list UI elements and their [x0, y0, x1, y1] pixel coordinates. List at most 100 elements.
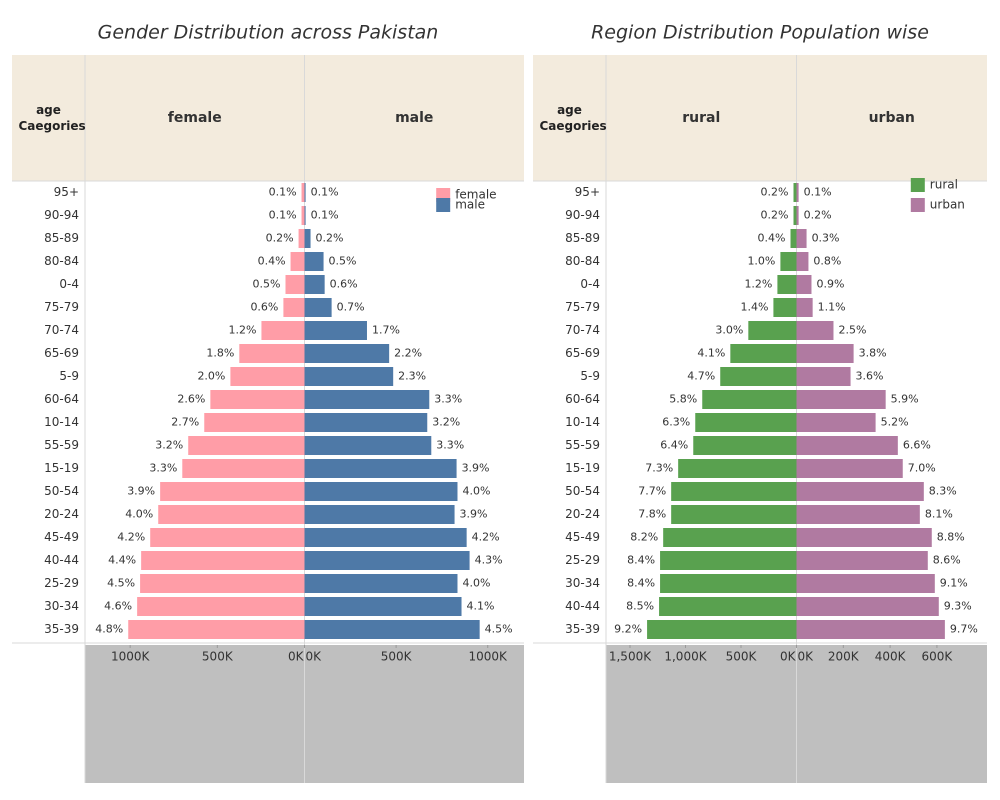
bar	[647, 620, 797, 639]
category-label: 20-24	[565, 507, 600, 521]
share-label: 1.0%	[747, 255, 775, 268]
share-label: 0.2%	[266, 232, 294, 245]
bar	[796, 551, 928, 570]
bar	[796, 436, 898, 455]
share-label: 6.6%	[903, 439, 931, 452]
bar	[796, 321, 834, 340]
bar	[304, 620, 480, 639]
share-label: 9.3%	[944, 600, 972, 613]
share-label: 8.6%	[933, 554, 961, 567]
category-label: 35-39	[44, 622, 79, 636]
share-label: 0.6%	[250, 301, 278, 314]
bar	[659, 597, 797, 616]
category-label: 5-9	[580, 369, 600, 383]
share-label: 1.2%	[228, 324, 256, 337]
share-label: 9.1%	[940, 577, 968, 590]
share-label: 2.0%	[197, 370, 225, 383]
bar	[796, 298, 813, 317]
share-label: 0.2%	[761, 186, 789, 199]
share-label: 4.3%	[475, 554, 503, 567]
x-tick-label: 200K	[828, 650, 860, 664]
bar	[301, 183, 305, 202]
category-label: 40-44	[44, 553, 79, 567]
share-label: 5.8%	[669, 393, 697, 406]
category-label: 75-79	[44, 300, 79, 314]
category-label: 0-4	[580, 277, 600, 291]
share-label: 7.3%	[645, 462, 673, 475]
category-label: 95+	[575, 185, 600, 199]
bar	[285, 275, 305, 294]
share-label: 0.4%	[258, 255, 286, 268]
bar	[290, 252, 305, 271]
share-label: 8.5%	[626, 600, 654, 613]
x-tick-label: 500K	[202, 650, 234, 664]
bar	[796, 459, 903, 478]
share-label: 8.4%	[627, 577, 655, 590]
bar	[796, 597, 939, 616]
legend-label: female	[455, 188, 496, 202]
category-label: 30-34	[565, 576, 600, 590]
bar	[304, 574, 458, 593]
share-label: 1.8%	[206, 347, 234, 360]
category-label: 95+	[54, 185, 79, 199]
share-label: 4.0%	[462, 485, 490, 498]
bar	[160, 482, 305, 501]
category-header: age Caegories	[18, 103, 86, 133]
category-label: 85-89	[44, 231, 79, 245]
category-label: 15-19	[565, 461, 600, 475]
share-label: 3.2%	[155, 439, 183, 452]
bar	[730, 344, 797, 363]
category-label: 15-19	[44, 461, 79, 475]
x-tick-label: 600K	[922, 650, 954, 664]
bar	[660, 574, 797, 593]
bar	[158, 505, 305, 524]
header-band	[12, 55, 524, 181]
share-label: 0.5%	[253, 278, 281, 291]
category-label: 90-94	[44, 208, 79, 222]
share-label: 4.8%	[95, 623, 123, 636]
bar	[304, 298, 332, 317]
category-label: 25-29	[565, 553, 600, 567]
share-label: 2.7%	[171, 416, 199, 429]
pane-header: rural	[682, 110, 720, 126]
category-label: 5-9	[59, 369, 79, 383]
bar	[304, 528, 467, 547]
bar	[796, 344, 854, 363]
category-label: 50-54	[565, 484, 600, 498]
share-label: 5.9%	[891, 393, 919, 406]
share-label: 0.7%	[337, 301, 365, 314]
bar	[140, 574, 305, 593]
share-label: 4.1%	[467, 600, 495, 613]
share-label: 5.2%	[881, 416, 909, 429]
share-label: 7.7%	[638, 485, 666, 498]
bar	[720, 367, 797, 386]
chart-title: Region Distribution Population wise	[591, 22, 929, 44]
bar	[304, 183, 306, 202]
share-label: 9.2%	[614, 623, 642, 636]
share-label: 3.3%	[436, 439, 464, 452]
share-label: 1.2%	[744, 278, 772, 291]
bar	[796, 482, 924, 501]
bar	[304, 344, 390, 363]
x-tick-label: 0K	[780, 650, 797, 664]
legend-label: urban	[930, 198, 965, 212]
share-label: 1.4%	[740, 301, 768, 314]
x-tick-label: 0K	[798, 650, 815, 664]
bar	[796, 620, 945, 639]
bar	[304, 367, 394, 386]
bar	[230, 367, 305, 386]
share-label: 9.7%	[950, 623, 978, 636]
share-label: 0.2%	[761, 209, 789, 222]
bar	[678, 459, 797, 478]
bar	[695, 413, 797, 432]
category-label: 35-39	[565, 622, 600, 636]
bar	[182, 459, 305, 478]
bar	[796, 505, 920, 524]
bar	[796, 413, 876, 432]
x-tick-label: 1,000K	[664, 650, 707, 664]
share-label: 2.3%	[398, 370, 426, 383]
x-tick-label: 0K	[306, 650, 323, 664]
share-label: 0.9%	[816, 278, 844, 291]
pane-header: female	[168, 110, 222, 126]
